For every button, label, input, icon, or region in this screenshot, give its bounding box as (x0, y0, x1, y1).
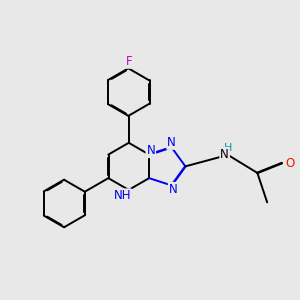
Text: H: H (224, 143, 232, 153)
Text: N: N (146, 144, 155, 157)
Text: O: O (285, 157, 295, 169)
Text: N: N (169, 183, 178, 196)
Text: NH: NH (113, 189, 131, 202)
Text: N: N (220, 148, 229, 161)
Text: F: F (125, 55, 132, 68)
Text: N: N (167, 136, 176, 149)
